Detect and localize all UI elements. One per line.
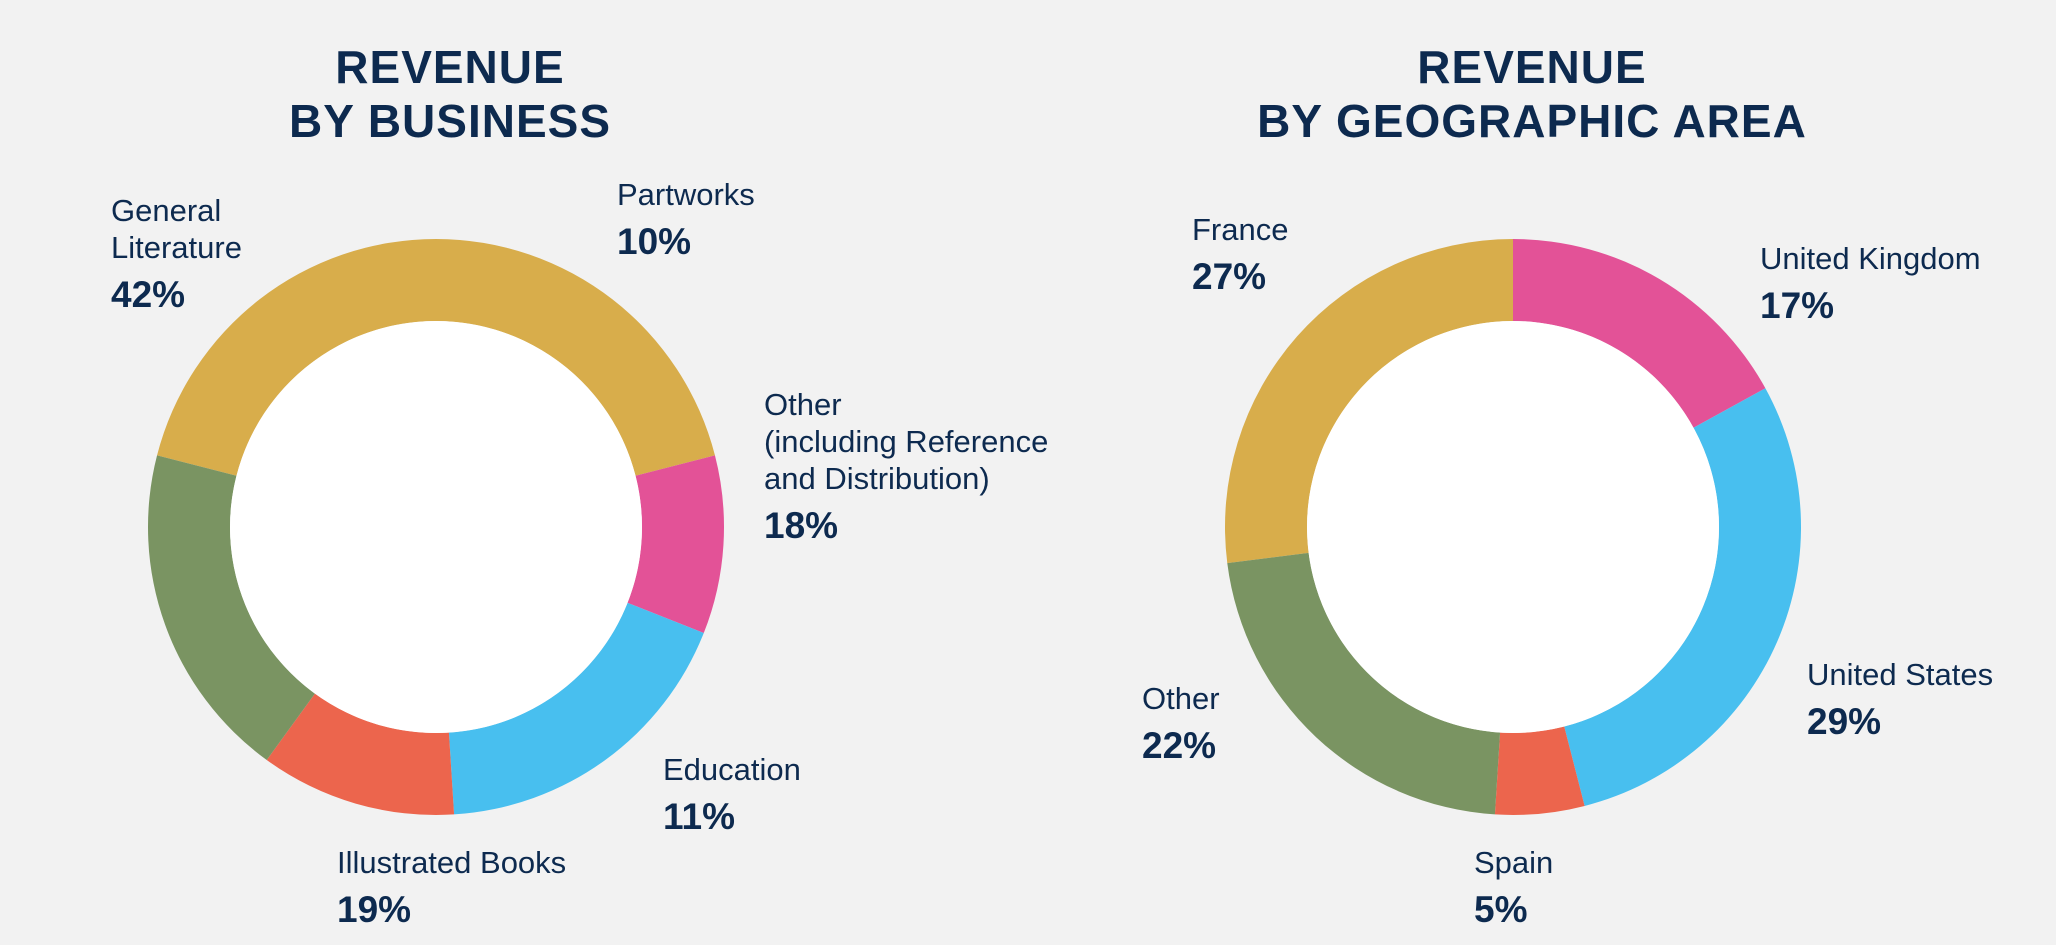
donut-chart-geographic bbox=[1225, 239, 1801, 815]
chart-title-business-line-1: REVENUE bbox=[335, 41, 565, 93]
label-percent: 27% bbox=[1192, 256, 1267, 297]
label-percent: 29% bbox=[1807, 701, 1882, 742]
label-name: Partworks bbox=[617, 177, 755, 212]
chart-title-geographic-line-1: REVENUE bbox=[1417, 41, 1647, 93]
label-general-literature: General Literature 42% bbox=[111, 192, 242, 320]
label-other-business: Other (including Reference and Distribut… bbox=[764, 386, 1048, 551]
label-spain: Spain 5% bbox=[1474, 844, 1553, 935]
label-name: Illustrated Books bbox=[337, 845, 567, 880]
label-percent: 19% bbox=[337, 889, 412, 930]
label-partworks: Partworks 10% bbox=[617, 176, 755, 267]
donut-slice-general bbox=[157, 238, 715, 476]
label-illustrated-books: Illustrated Books 19% bbox=[337, 844, 566, 935]
donut-slice-spain bbox=[1494, 726, 1585, 815]
label-percent: 5% bbox=[1474, 889, 1528, 930]
label-percent: 10% bbox=[617, 221, 692, 262]
donut-slice-other bbox=[1227, 552, 1501, 815]
donut-slice-united-states bbox=[1564, 388, 1801, 806]
donut-slice-illustrated-books bbox=[147, 455, 315, 760]
label-percent: 17% bbox=[1760, 285, 1835, 326]
chart-title-business: REVENUE BY BUSINESS bbox=[90, 40, 810, 148]
label-education: Education 11% bbox=[663, 751, 801, 842]
chart-title-geographic: REVENUE BY GEOGRAPHIC AREA bbox=[1172, 40, 1892, 148]
chart-title-business-line-2: BY BUSINESS bbox=[288, 95, 612, 147]
donut-slice-france bbox=[1225, 239, 1513, 564]
label-percent: 42% bbox=[111, 274, 186, 315]
label-percent: 11% bbox=[663, 796, 736, 837]
donut-hole bbox=[1307, 321, 1719, 733]
label-percent: 18% bbox=[764, 505, 839, 546]
label-percent: 22% bbox=[1142, 725, 1217, 766]
label-name: Other (including Reference and Distribut… bbox=[764, 387, 1049, 496]
donut-hole bbox=[230, 321, 642, 733]
label-united-states: United States 29% bbox=[1807, 656, 1993, 747]
label-name: France bbox=[1192, 212, 1289, 247]
label-united-kingdom: United Kingdom 17% bbox=[1760, 240, 1981, 331]
donut-slice-united-kingdom bbox=[1513, 239, 1766, 428]
label-name: Education bbox=[663, 752, 801, 787]
chart-title-geographic-line-2: BY GEOGRAPHIC AREA bbox=[1257, 95, 1807, 147]
label-other-geographic: Other 22% bbox=[1142, 680, 1220, 771]
donut-slice-education bbox=[266, 693, 455, 815]
donut-chart-business bbox=[147, 238, 724, 815]
donut-slice-partworks bbox=[627, 455, 724, 634]
label-name: Spain bbox=[1474, 845, 1554, 880]
label-france: France 27% bbox=[1192, 211, 1288, 302]
label-name: General Literature bbox=[111, 193, 242, 265]
label-name: Other bbox=[1142, 681, 1220, 716]
label-name: United Kingdom bbox=[1760, 241, 1981, 276]
donut-slice-other bbox=[448, 602, 704, 815]
label-name: United States bbox=[1807, 657, 1994, 692]
